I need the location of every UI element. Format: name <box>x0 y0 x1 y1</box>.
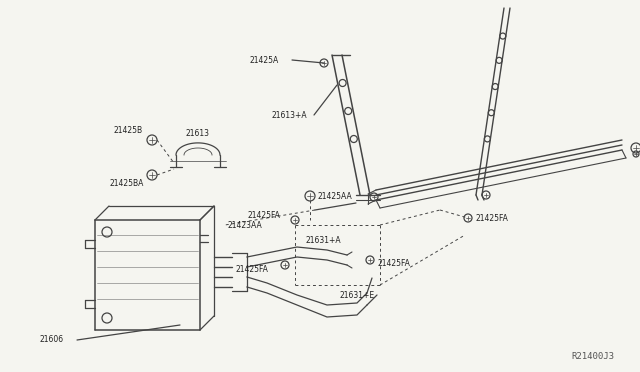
Text: 21606: 21606 <box>40 336 64 344</box>
Text: 21425BA: 21425BA <box>110 179 145 187</box>
Text: 21425A: 21425A <box>250 55 279 64</box>
Text: 21423AA: 21423AA <box>228 221 263 230</box>
Text: 21425FA: 21425FA <box>378 259 411 267</box>
Text: 21425FA: 21425FA <box>248 211 281 219</box>
Text: 21631+A: 21631+A <box>305 235 340 244</box>
Text: R21400J3: R21400J3 <box>572 352 614 361</box>
Text: 21425FA: 21425FA <box>476 214 509 222</box>
Text: 21613+A: 21613+A <box>272 110 308 119</box>
Text: 21631+E: 21631+E <box>340 291 375 299</box>
Text: 21425B: 21425B <box>114 125 143 135</box>
Text: 21425AA: 21425AA <box>318 192 353 201</box>
Text: 21613: 21613 <box>186 128 210 138</box>
Text: 21425FA: 21425FA <box>235 266 268 275</box>
